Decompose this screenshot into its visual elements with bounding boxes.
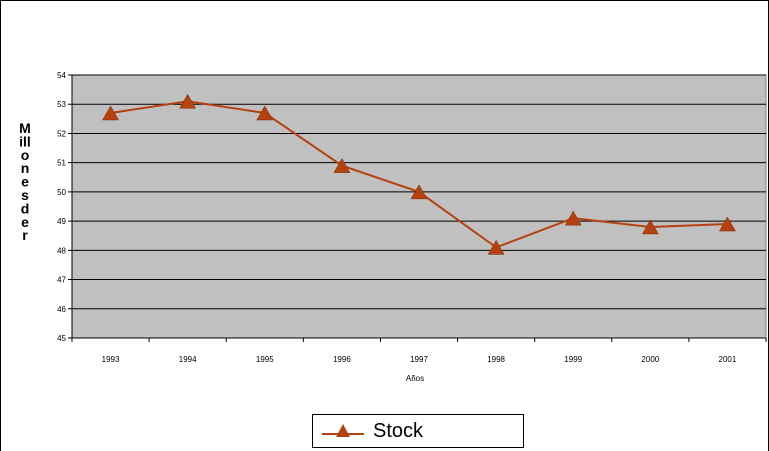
y-axis: 54 53 52 51 50 49 48 47 46 45 <box>57 71 73 343</box>
y-tick-label: 50 <box>57 188 66 197</box>
data-point <box>719 216 736 232</box>
data-point <box>487 239 505 255</box>
data-point <box>564 210 582 226</box>
data-point <box>410 184 428 200</box>
y-axis-title-letter: s <box>21 187 29 203</box>
x-tick-label: 1994 <box>179 355 197 364</box>
y-axis-title-letter: o <box>21 147 30 163</box>
data-point <box>179 93 197 109</box>
x-tick-label: 1999 <box>564 355 582 364</box>
x-tick-label: 1998 <box>487 355 505 364</box>
x-tick-label: 1993 <box>102 355 120 364</box>
y-axis-title-letter: M <box>19 120 31 136</box>
y-axis-title-letter: e <box>21 174 29 190</box>
y-tick-label: 47 <box>57 276 66 285</box>
data-point <box>102 105 119 121</box>
legend-marker-icon <box>322 424 364 437</box>
x-axis-title: Años <box>406 374 424 383</box>
x-axis: 1993 1994 1995 1996 1997 1998 1999 2000 2001 <box>71 337 767 364</box>
data-point <box>641 219 659 235</box>
y-tick-label: 53 <box>57 100 66 109</box>
x-tick-label: 1996 <box>333 355 351 364</box>
x-tick-label: 2001 <box>719 355 737 364</box>
y-tick-label: 46 <box>57 305 66 314</box>
y-tick-label: 52 <box>57 129 66 138</box>
data-point <box>333 158 351 173</box>
x-tick-label: 1997 <box>410 355 428 364</box>
y-tick-label: 51 <box>57 159 66 168</box>
plot-background <box>71 74 767 339</box>
legend: Stock <box>312 414 524 448</box>
y-axis-title-letter: e <box>21 214 29 230</box>
legend-label-stock: Stock <box>373 420 424 442</box>
y-tick-label: 48 <box>57 246 66 255</box>
series-stock <box>102 93 736 255</box>
plot-area <box>71 74 767 339</box>
x-tick-label: 1995 <box>256 355 274 364</box>
x-tick-label: 2000 <box>641 355 659 364</box>
y-axis-title-letter: d <box>21 200 30 216</box>
y-tick-label: 54 <box>57 71 66 80</box>
y-axis-title-letter: n <box>21 160 30 176</box>
y-axis-title-letter: ill <box>19 133 31 149</box>
y-tick-label: 49 <box>57 217 66 226</box>
y-tick-label: 45 <box>57 334 66 343</box>
y-axis-title-letter: r <box>22 227 28 243</box>
data-point <box>256 105 274 121</box>
